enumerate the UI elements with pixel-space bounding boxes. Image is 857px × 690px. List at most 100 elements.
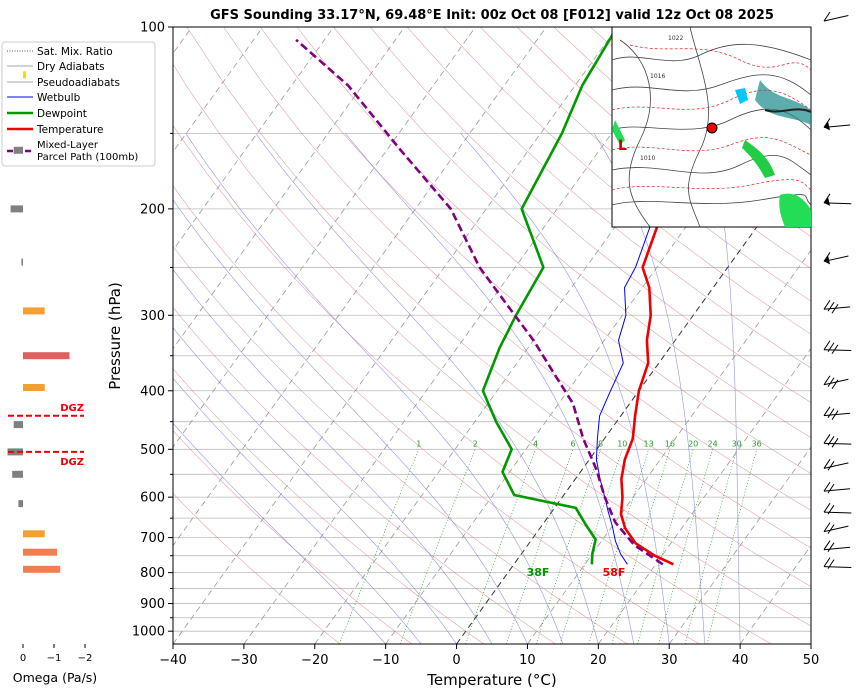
wind-barbs	[823, 11, 852, 569]
surface-temp-label: 58F	[603, 566, 626, 579]
omega-tick-label: −2	[78, 653, 93, 664]
x-tick-label: −40	[159, 653, 186, 668]
legend-entry-pseudoadiabats: Pseudoadiabats	[37, 77, 120, 89]
omega-tick-label: 0	[20, 653, 26, 664]
y-tick-label: 900	[140, 597, 165, 612]
wind-barb	[823, 193, 852, 206]
wind-barb	[823, 540, 851, 552]
omega-bar	[7, 448, 23, 456]
wind-barb	[823, 406, 851, 420]
pseudoadiabat	[255, 133, 599, 644]
mixing-ratio-line	[658, 449, 713, 644]
legend-entry-wetbulb: Wetbulb	[37, 92, 81, 104]
dgz-label: DGZ	[60, 403, 84, 414]
pseudoadiabat	[173, 327, 457, 644]
legend-entry-dry-adiabats: Dry Adiabats	[37, 61, 105, 73]
mixing-ratio-line	[338, 449, 420, 644]
legend-entry-dewpoint: Dewpoint	[37, 108, 87, 120]
mixing-ratio-line	[465, 449, 536, 644]
x-axis: −40 −30 −20 −10 0 10 20 30 40 50	[159, 644, 819, 668]
surface-dewpoint-label: 38F	[527, 566, 550, 579]
omega-bar	[18, 500, 23, 508]
omega-axis-label: Omega (Pa/s)	[13, 670, 97, 685]
mixing-ratio-label: 20	[688, 439, 698, 448]
y-axis: 100 200 300 400 500 600 700 800 900 1000	[132, 21, 173, 640]
x-tick-label: 50	[803, 653, 820, 668]
legend: Sat. Mix. Ratio Dry Adiabats Pseudoadiab…	[1, 41, 156, 167]
mixing-ratio-line	[506, 449, 574, 644]
dgz-label: DGZ	[60, 457, 84, 468]
dry-adiabat	[173, 430, 413, 644]
x-tick-label: 10	[519, 653, 536, 668]
series-dewpoint	[481, 27, 619, 565]
mixing-ratio-line	[399, 449, 476, 644]
omega-bar	[23, 71, 27, 79]
isotherm	[173, 27, 618, 644]
y-axis-label: Pressure (hPa)	[106, 282, 124, 390]
y-tick-label: 200	[140, 202, 165, 217]
dry-adiabat	[173, 185, 700, 644]
omega-bar	[13, 146, 23, 154]
wind-barb	[823, 299, 851, 314]
dry-adiabat	[406, 27, 811, 369]
dry-adiabat	[443, 27, 811, 335]
svg-text:1022: 1022	[668, 35, 683, 42]
y-tick-label: 400	[140, 384, 165, 399]
dry-adiabat	[186, 27, 811, 587]
isotherm	[173, 27, 547, 547]
background-lines	[173, 27, 811, 644]
isotherm	[173, 27, 335, 251]
x-tick-label: 0	[452, 653, 460, 668]
omega-bar	[23, 565, 61, 573]
y-tick-label: 500	[140, 443, 165, 458]
mixing-ratio-label: 16	[665, 439, 675, 448]
mixing-ratio-label: 4	[533, 439, 538, 448]
mixing-ratio-labels: 1 2 4 6 8 10 13 16 20 24 30 36	[338, 439, 762, 644]
mixing-ratio-label: 30	[732, 439, 742, 448]
dry-adiabat	[173, 306, 556, 644]
omega-bar	[13, 421, 23, 429]
x-tick-label: 30	[661, 653, 678, 668]
legend-entry-temperature: Temperature	[36, 124, 104, 136]
pseudoadiabat	[708, 133, 741, 644]
mixing-ratio-label: 13	[644, 439, 654, 448]
isotherm	[527, 249, 811, 644]
mixing-ratio-label: 24	[708, 439, 718, 448]
series-mixed-layer-parcel-path-100mb-	[295, 38, 664, 566]
omega-panel: 0 −1 −2 DGZ DGZ	[7, 71, 93, 664]
omega-bar	[23, 307, 45, 315]
pseudoadiabat	[173, 377, 422, 644]
pseudoadiabat	[185, 133, 564, 644]
y-tick-label: 100	[140, 21, 165, 36]
omega-tick-label: −1	[47, 653, 62, 664]
mixing-ratio-line	[684, 449, 738, 644]
omega-bar	[21, 258, 23, 266]
omega-bar	[23, 384, 45, 391]
y-tick-label: 800	[140, 566, 165, 581]
wind-barb	[823, 375, 849, 390]
mixing-ratio-line	[706, 449, 758, 644]
svg-text:L: L	[618, 138, 627, 154]
dry-adiabat	[173, 246, 628, 644]
wind-barb	[823, 522, 849, 534]
isotherm	[173, 27, 476, 448]
wind-barb	[823, 557, 852, 569]
legend-entry-mixing-ratio: Sat. Mix. Ratio	[37, 46, 113, 58]
y-tick-label: 700	[140, 531, 165, 546]
legend-entry-parcel-path: Mixed-Layer Parcel Path (100mb)	[37, 140, 138, 163]
mixing-ratio-line	[559, 449, 623, 644]
dry-adiabat	[173, 492, 341, 644]
wind-barb	[823, 459, 849, 471]
wind-barb	[823, 252, 849, 265]
x-tick-label: −10	[372, 653, 399, 668]
mixing-ratio-label: 36	[752, 439, 762, 448]
wind-barb	[823, 502, 852, 515]
x-tick-label: 20	[590, 653, 607, 668]
dry-adiabat	[480, 27, 811, 302]
omega-bar	[12, 470, 23, 478]
omega-bar	[10, 205, 23, 213]
y-tick-label: 1000	[132, 625, 165, 640]
isotherm	[173, 27, 405, 350]
wind-barb	[823, 481, 851, 494]
